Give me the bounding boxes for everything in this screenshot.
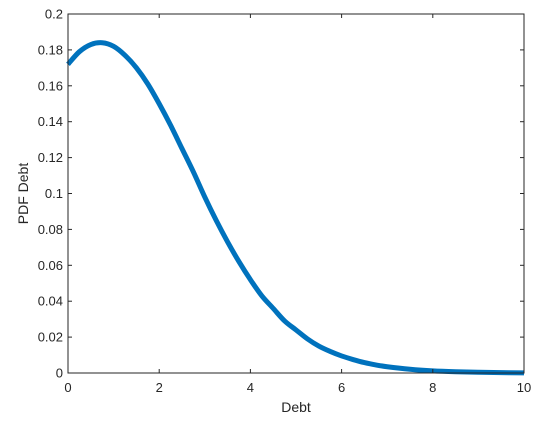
y-tick-label: 0.2 (45, 7, 63, 22)
pdf-curve (66, 40, 525, 376)
series-layer (66, 40, 525, 376)
y-tick-label: 0.12 (38, 150, 63, 165)
x-axis-ticks: 0 2 4 6 8 10 (64, 14, 531, 395)
y-tick-label: 0.02 (38, 330, 63, 345)
y-tick-label: 0.14 (38, 114, 63, 129)
x-tick-label: 6 (338, 380, 345, 395)
x-tick-label: 0 (64, 380, 71, 395)
plot-area (68, 14, 524, 373)
y-axis-ticks: 0 0.02 0.04 0.06 0.08 0.1 0.12 0.14 0.16 0.18 0.2 (38, 7, 524, 381)
y-tick-label: 0.1 (45, 186, 63, 201)
x-tick-label: 10 (517, 380, 531, 395)
y-tick-label: 0.04 (38, 294, 63, 309)
y-axis-label: PDF Debt (15, 163, 31, 225)
x-tick-label: 8 (429, 380, 436, 395)
y-tick-label: 0.06 (38, 258, 63, 273)
y-tick-label: 0.18 (38, 42, 63, 57)
x-tick-label: 4 (247, 380, 254, 395)
x-axis-label: Debt (281, 399, 311, 415)
y-tick-label: 0.16 (38, 78, 63, 93)
x-tick-label: 2 (156, 380, 163, 395)
y-tick-label: 0 (56, 366, 63, 381)
y-tick-label: 0.08 (38, 222, 63, 237)
